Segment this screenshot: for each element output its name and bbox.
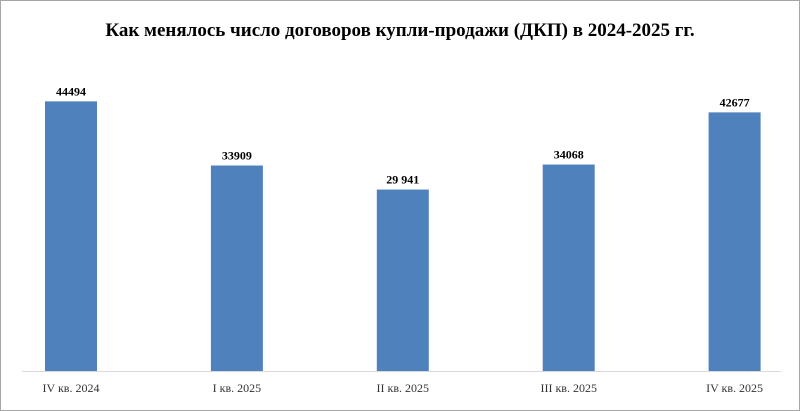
bar: [542, 164, 595, 371]
bar: [708, 112, 761, 371]
x-tick-label: II кв. 2025: [377, 381, 430, 395]
x-tick-label: IV кв. 2025: [706, 381, 763, 395]
chart-title: Как менялось число договоров купли-прода…: [105, 20, 695, 41]
data-label: 44494: [56, 84, 86, 98]
x-tick-label: IV кв. 2024: [43, 381, 100, 395]
x-tick-label: I кв. 2025: [213, 381, 262, 395]
data-label: 29 941: [386, 173, 419, 187]
x-tick-label: III кв. 2025: [540, 381, 596, 395]
bar: [210, 165, 263, 371]
data-label: 42677: [720, 95, 750, 109]
bar: [45, 101, 97, 371]
bar: [376, 189, 429, 371]
data-label: 33909: [222, 149, 252, 163]
data-label: 34068: [554, 148, 584, 162]
